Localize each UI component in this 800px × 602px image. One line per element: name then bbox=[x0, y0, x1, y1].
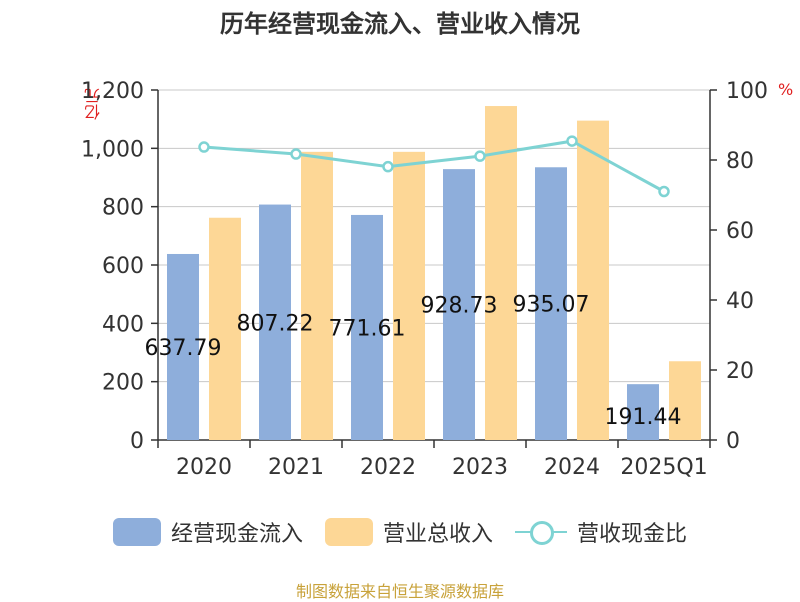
source-note: 制图数据来自恒生聚源数据库 bbox=[295, 582, 504, 601]
x-tick-label: 2025Q1 bbox=[620, 455, 707, 480]
bar-cash-inflow bbox=[443, 169, 475, 440]
bar-cash-inflow bbox=[259, 204, 291, 440]
ratio-point bbox=[474, 150, 486, 162]
right-tick-label: 0 bbox=[726, 429, 740, 454]
x-tick-label: 2022 bbox=[360, 455, 416, 480]
right-tick-label: 100 bbox=[726, 79, 768, 104]
legend: 经营现金流入 营业总收入 营收现金比 bbox=[0, 516, 800, 548]
data-label-cash-inflow: 191.44 bbox=[605, 405, 682, 430]
right-tick-label: 40 bbox=[726, 289, 754, 314]
left-tick-label: 0 bbox=[130, 429, 144, 454]
left-tick-label: 800 bbox=[102, 196, 144, 221]
bar-cash-inflow bbox=[535, 167, 567, 441]
bar-revenue bbox=[669, 361, 701, 440]
x-tick-label: 2021 bbox=[268, 455, 324, 480]
right-tick-label: 60 bbox=[726, 219, 754, 244]
legend-swatch-revenue bbox=[324, 518, 373, 546]
left-tick-label: 400 bbox=[102, 312, 144, 337]
data-label-cash-inflow: 935.07 bbox=[513, 293, 590, 318]
bar-revenue bbox=[393, 151, 425, 441]
x-tick-label: 2020 bbox=[176, 455, 232, 480]
right-axis-unit: % bbox=[778, 80, 794, 99]
ratio-point bbox=[290, 148, 302, 160]
bar-cash-inflow bbox=[167, 253, 199, 440]
bar-revenue bbox=[577, 120, 609, 440]
legend-label-revenue: 营业总收入 bbox=[382, 522, 493, 547]
data-label-cash-inflow: 637.79 bbox=[145, 336, 222, 361]
ratio-point bbox=[658, 185, 670, 198]
bar-cash-inflow bbox=[627, 384, 659, 440]
right-tick-label: 20 bbox=[726, 359, 754, 384]
right-tick-label: 80 bbox=[726, 149, 754, 174]
bar-revenue bbox=[301, 151, 333, 441]
legend-item-revenue: 营业总收入 bbox=[324, 516, 493, 548]
ratio-point bbox=[198, 141, 210, 153]
legend-item-cash-inflow: 经营现金流入 bbox=[112, 516, 303, 548]
data-label-cash-inflow: 807.22 bbox=[237, 311, 314, 336]
bar-cash-inflow bbox=[351, 214, 383, 440]
x-tick-label: 2023 bbox=[452, 455, 508, 480]
left-tick-label: 600 bbox=[102, 254, 144, 279]
legend-swatch-ratio bbox=[515, 518, 567, 546]
legend-label-cash-inflow: 经营现金流入 bbox=[170, 522, 303, 547]
left-tick-label: 1,200 bbox=[81, 79, 144, 104]
ratio-point bbox=[566, 135, 578, 147]
data-label-cash-inflow: 771.61 bbox=[329, 316, 406, 341]
x-tick-label: 2024 bbox=[544, 455, 600, 480]
data-label-cash-inflow: 928.73 bbox=[421, 294, 498, 319]
legend-item-ratio: 营收现金比 bbox=[515, 516, 687, 548]
bar-revenue bbox=[209, 217, 241, 440]
chart-title: 历年经营现金流入、营业收入情况 bbox=[220, 10, 580, 38]
legend-swatch-cash-inflow bbox=[112, 518, 161, 546]
left-tick-label: 200 bbox=[102, 371, 144, 396]
left-tick-label: 1,000 bbox=[81, 137, 144, 162]
ratio-point bbox=[382, 160, 394, 173]
bar-revenue bbox=[485, 106, 517, 441]
ratio-line bbox=[203, 139, 665, 193]
legend-label-ratio: 营收现金比 bbox=[577, 522, 688, 547]
